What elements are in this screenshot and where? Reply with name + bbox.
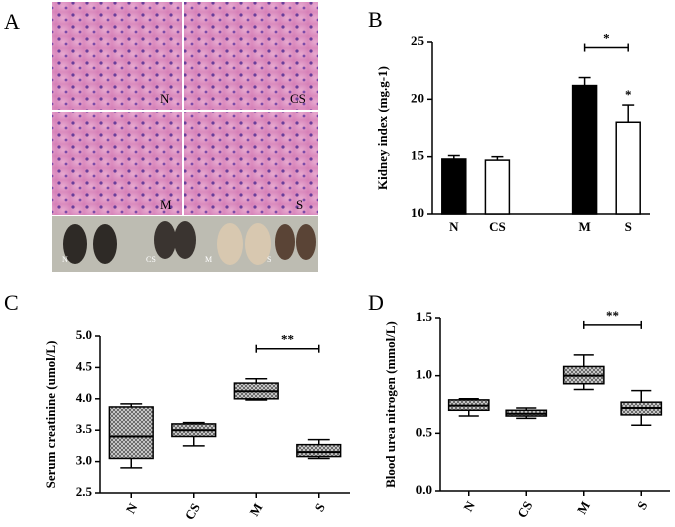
kidney-label: CS [146, 255, 156, 264]
kidney [275, 224, 295, 260]
x-tick-label: M [574, 498, 593, 516]
bar [484, 159, 511, 215]
x-tick-label: CS [489, 219, 506, 234]
y-tick-label: 25 [411, 33, 425, 48]
kidney-label: M [205, 255, 212, 264]
kidney-label: N [62, 255, 68, 264]
tissue-image [52, 112, 182, 215]
y-tick-label: 1.0 [416, 367, 432, 382]
significance-mark: * [625, 87, 632, 102]
bar [615, 121, 641, 215]
kidney-label: S [267, 255, 271, 264]
y-tick-label: 20 [411, 90, 424, 105]
y-tick-label: 4.0 [76, 390, 92, 405]
y-tick-label: 3.5 [76, 421, 93, 436]
significance-label: ** [281, 332, 294, 347]
x-tick-label: S [311, 500, 328, 514]
significance-label: ** [606, 308, 619, 323]
kidney [154, 221, 176, 259]
x-tick-label: CS [514, 498, 535, 520]
tissue-label: N [160, 91, 170, 106]
x-tick-label: M [578, 219, 590, 234]
kidney [93, 224, 117, 264]
bar [571, 84, 598, 215]
kidney [217, 223, 243, 265]
panel-label: D [368, 290, 384, 315]
x-tick-label: CS [182, 500, 203, 522]
tissue-label: M [160, 197, 172, 212]
y-tick-label: 1.5 [416, 309, 433, 324]
kidney [245, 223, 271, 265]
y-tick-label: 2.5 [76, 484, 93, 499]
box [296, 443, 342, 458]
y-tick-label: 4.5 [76, 358, 93, 373]
tissue-label: CS [290, 91, 306, 106]
kidney [63, 224, 87, 264]
panel-label: C [4, 290, 19, 315]
x-tick-label: N [449, 219, 459, 234]
x-tick-label: S [625, 219, 632, 234]
y-axis-label: Kidney index (mg.g-1) [375, 66, 390, 190]
tissue-label: S [296, 197, 303, 212]
tissue-image [184, 2, 318, 110]
y-tick-label: 3.0 [76, 453, 92, 468]
kidney [174, 221, 196, 259]
y-axis-label: Blood urea nitrogen (mmol/L) [383, 321, 398, 488]
x-tick-label: N [123, 500, 141, 516]
panel-label: A [4, 9, 20, 34]
y-tick-label: 0.0 [416, 482, 432, 497]
y-axis-label: Serum creatinine (umol/L) [43, 341, 58, 489]
y-tick-label: 10 [411, 205, 424, 220]
y-tick-label: 15 [411, 148, 425, 163]
bar [441, 158, 467, 215]
y-tick-label: 0.5 [416, 424, 433, 439]
x-tick-label: N [460, 498, 478, 514]
significance-label: * [603, 31, 610, 46]
kidney [296, 224, 316, 260]
tissue-image [184, 112, 318, 215]
x-tick-label: S [634, 498, 651, 512]
panel-label: B [368, 7, 383, 32]
box [108, 406, 154, 460]
tissue-image [52, 2, 182, 110]
y-tick-label: 5.0 [76, 327, 92, 342]
x-tick-label: M [246, 500, 265, 518]
tissue-images [52, 2, 318, 272]
